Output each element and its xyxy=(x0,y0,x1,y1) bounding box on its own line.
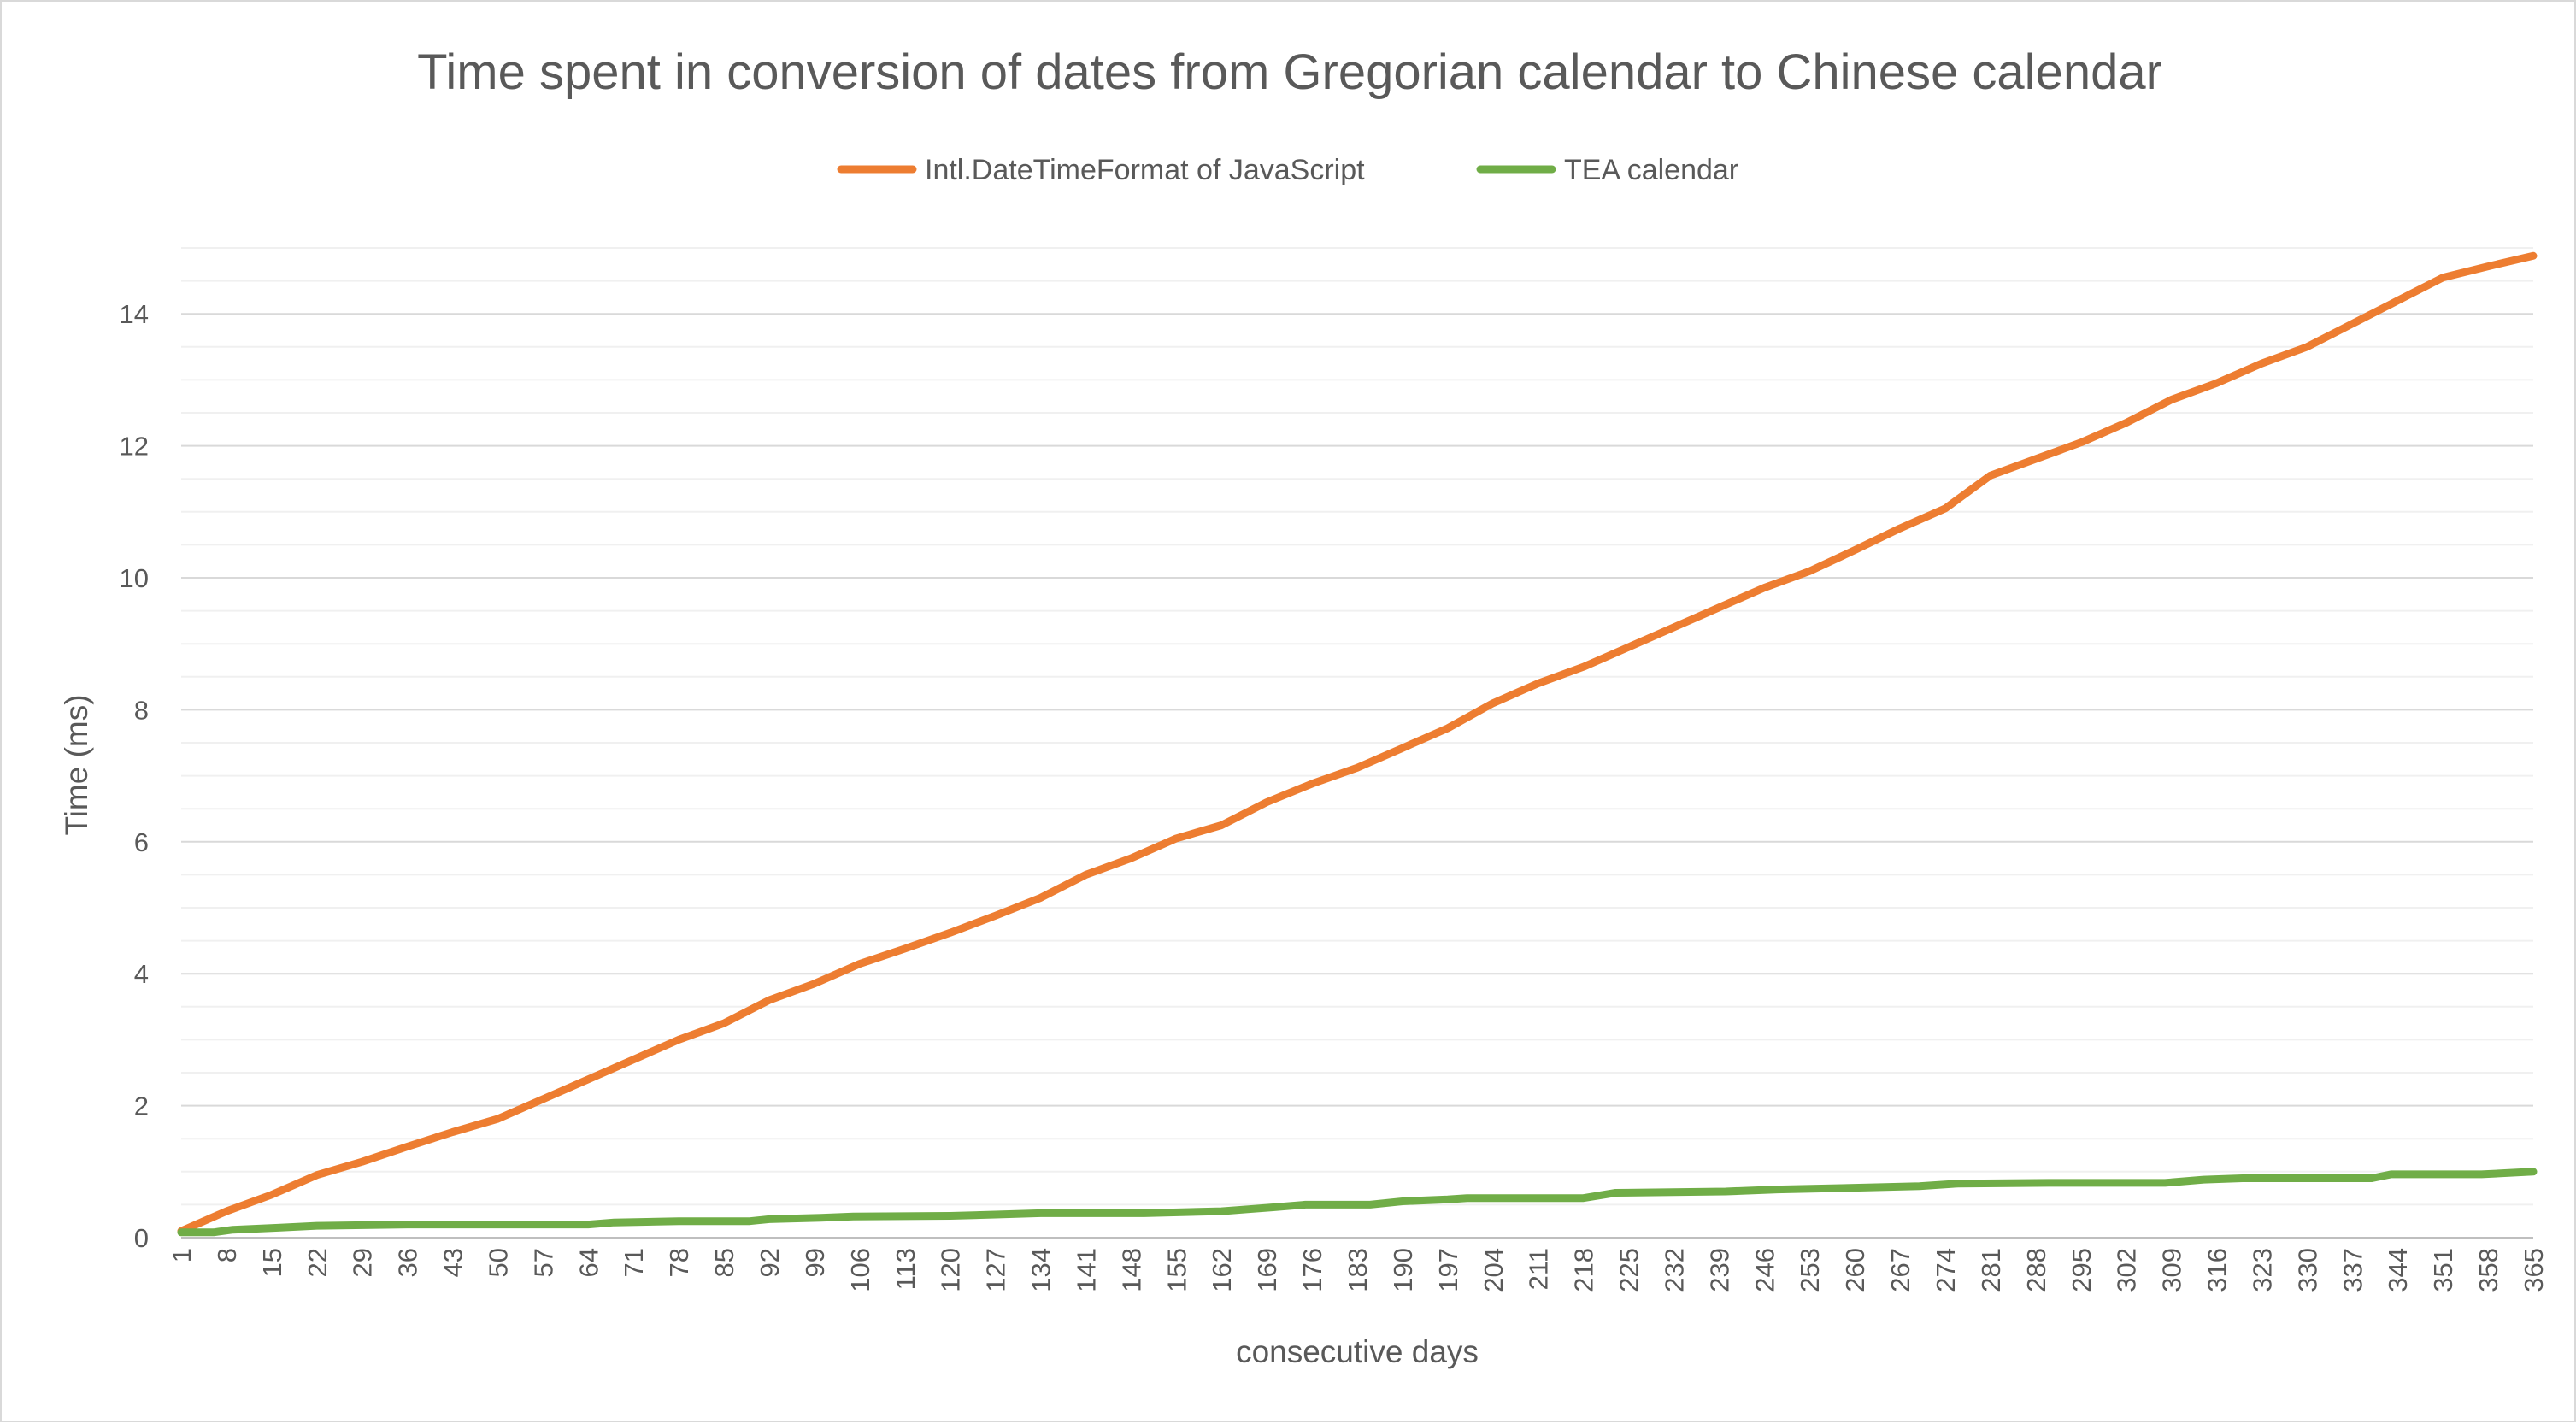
x-tick-label: 120 xyxy=(936,1248,966,1292)
x-tick-label: 274 xyxy=(1931,1248,1961,1292)
y-axis-title: Time (ms) xyxy=(59,694,94,835)
x-tick-label: 197 xyxy=(1433,1248,1463,1292)
y-tick-label: 2 xyxy=(134,1092,149,1121)
grid xyxy=(181,247,2533,1206)
x-tick-label: 106 xyxy=(845,1248,875,1292)
legend-label-intl: Intl.DateTimeFormat of JavaScript xyxy=(925,154,1365,186)
x-tick-label: 190 xyxy=(1388,1248,1418,1292)
x-tick-label: 239 xyxy=(1704,1248,1734,1292)
x-tick-label: 148 xyxy=(1116,1248,1146,1292)
x-tick-label: 176 xyxy=(1297,1248,1327,1292)
x-tick-label: 127 xyxy=(981,1248,1011,1292)
x-tick-label: 36 xyxy=(393,1248,423,1277)
x-tick-label: 358 xyxy=(2473,1248,2503,1292)
series-layer xyxy=(177,251,2538,1237)
x-tick-label: 64 xyxy=(573,1248,603,1277)
x-tick-label: 29 xyxy=(348,1248,378,1277)
x-tick-label: 295 xyxy=(2067,1248,2097,1292)
y-tick-label: 14 xyxy=(120,299,149,329)
x-tick-label: 50 xyxy=(483,1248,513,1277)
x-tick-label: 85 xyxy=(709,1248,739,1277)
x-tick-label: 99 xyxy=(800,1248,830,1277)
x-tick-label: 365 xyxy=(2519,1248,2549,1292)
x-tick-label: 316 xyxy=(2203,1248,2232,1292)
x-tick-label: 22 xyxy=(303,1248,332,1277)
x-tick-label: 260 xyxy=(1840,1248,1870,1292)
x-tick-label: 211 xyxy=(1524,1248,1554,1290)
y-tick-label: 4 xyxy=(134,959,149,989)
x-tick-label: 15 xyxy=(257,1248,287,1277)
x-tick-label: 113 xyxy=(891,1248,920,1290)
x-tick-label: 78 xyxy=(664,1248,694,1277)
legend-label-tea: TEA calendar xyxy=(1564,154,1738,186)
x-tick-label: 323 xyxy=(2247,1248,2277,1292)
x-tick-label: 204 xyxy=(1479,1248,1509,1292)
x-tick-label: 351 xyxy=(2428,1248,2458,1292)
x-tick-label: 218 xyxy=(1569,1248,1599,1292)
x-tick-label: 232 xyxy=(1659,1248,1689,1292)
x-tick-label: 8 xyxy=(212,1248,242,1262)
x-axis-ticks: 1 8 15 22 29 36 43 50 57 64 71 78 85 92 99 106 113 120 127… xyxy=(167,1248,2549,1292)
series-line-tea-calendar xyxy=(177,1168,2538,1237)
y-tick-label: 6 xyxy=(134,827,149,857)
x-tick-label: 309 xyxy=(2157,1248,2187,1292)
chart-title: Time spent in conversion of dates from G… xyxy=(417,44,2162,100)
x-tick-label: 162 xyxy=(1207,1248,1237,1292)
x-tick-label: 169 xyxy=(1252,1248,1282,1292)
x-tick-label: 1 xyxy=(167,1248,197,1262)
x-tick-label: 281 xyxy=(1976,1248,2006,1292)
series-line-intl-datetimeformat xyxy=(177,251,2538,1235)
x-tick-label: 330 xyxy=(2292,1248,2322,1292)
x-tick-label: 344 xyxy=(2383,1248,2413,1292)
x-tick-label: 134 xyxy=(1026,1248,1056,1292)
legend: Intl.DateTimeFormat of JavaScript TEA ca… xyxy=(837,154,1738,186)
x-tick-label: 43 xyxy=(438,1248,468,1277)
y-tick-label: 0 xyxy=(134,1223,149,1253)
x-tick-label: 57 xyxy=(528,1248,558,1277)
x-tick-label: 141 xyxy=(1071,1248,1101,1292)
y-axis-ticks: 0 2 4 6 8 10 12 14 xyxy=(120,299,149,1253)
x-tick-label: 267 xyxy=(1885,1248,1915,1292)
x-tick-label: 183 xyxy=(1343,1248,1373,1292)
x-tick-label: 288 xyxy=(2021,1248,2051,1292)
x-tick-label: 246 xyxy=(1750,1248,1779,1292)
x-tick-label: 253 xyxy=(1795,1248,1825,1292)
x-tick-label: 155 xyxy=(1162,1248,1191,1292)
x-tick-label: 337 xyxy=(2338,1248,2367,1292)
y-tick-label: 12 xyxy=(120,432,149,462)
x-tick-label: 71 xyxy=(619,1248,649,1277)
x-tick-label: 92 xyxy=(755,1248,785,1277)
x-tick-label: 225 xyxy=(1614,1248,1644,1292)
y-tick-label: 10 xyxy=(120,563,149,593)
y-tick-label: 8 xyxy=(134,695,149,725)
x-tick-label: 302 xyxy=(2112,1248,2142,1292)
x-axis-title: consecutive days xyxy=(1236,1334,1479,1369)
